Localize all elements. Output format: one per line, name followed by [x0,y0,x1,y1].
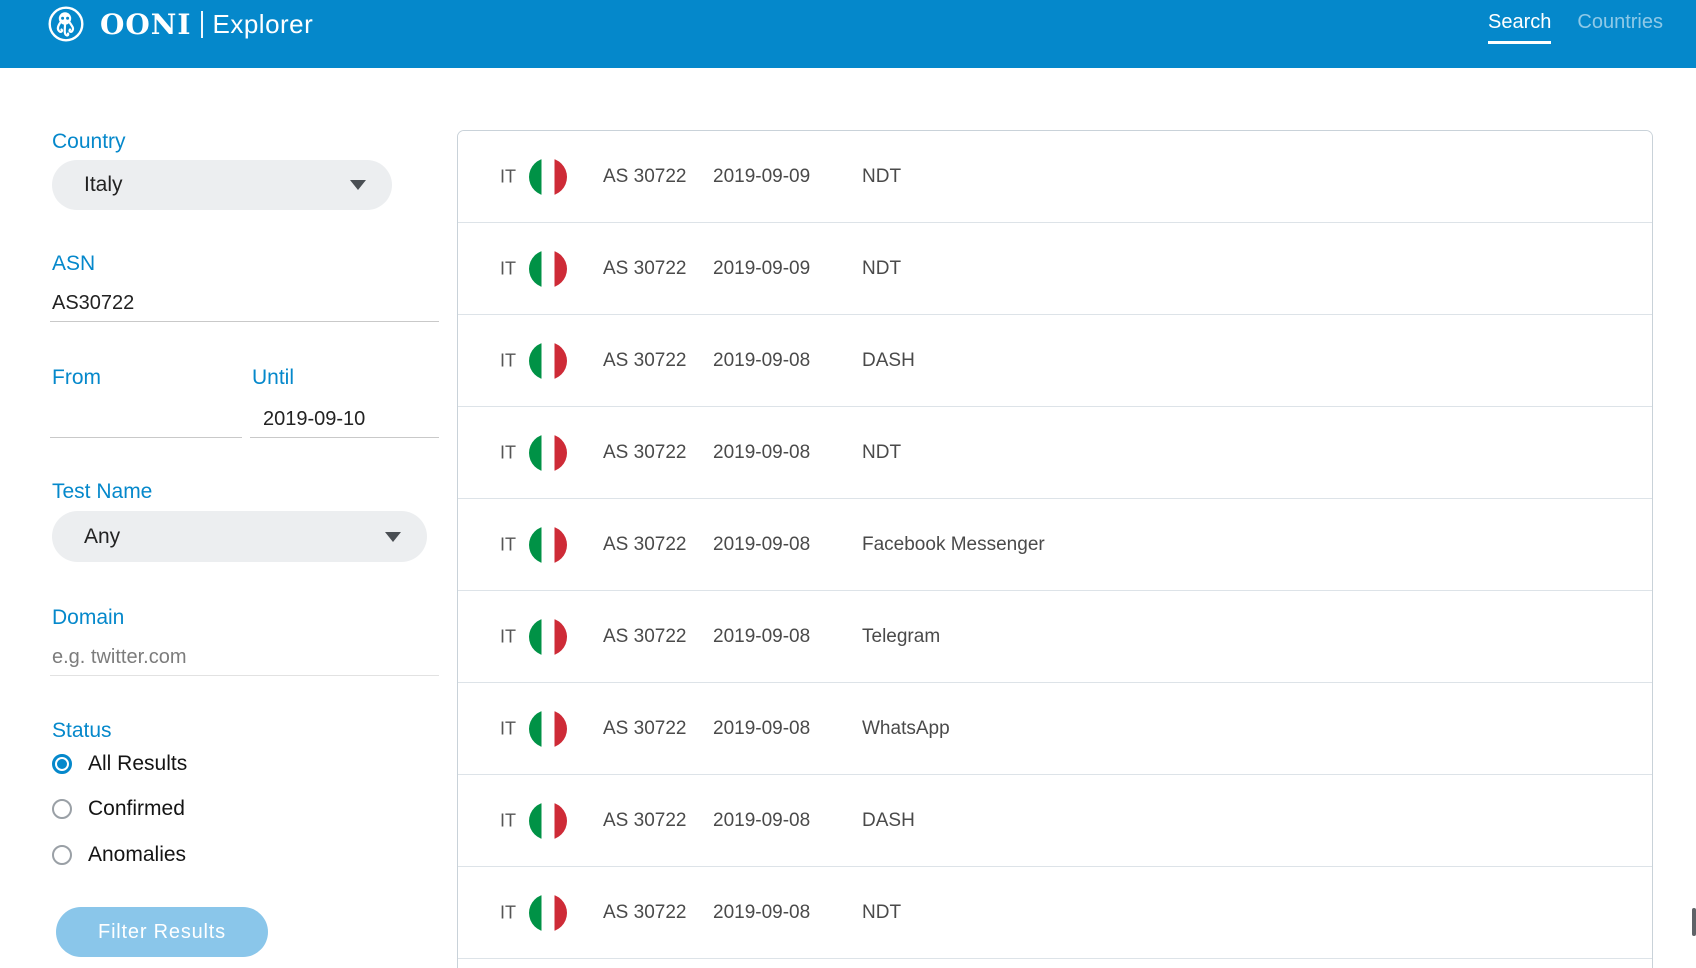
status-label: Status [52,719,112,742]
chevron-down-icon [385,531,401,542]
radio-icon [52,799,72,819]
country-label: Country [52,130,126,153]
test-name-select-value: Any [84,524,121,548]
country-select[interactable]: Italy [52,160,392,210]
country-select-value: Italy [84,173,123,196]
main-nav: Search Countries [1488,5,1663,44]
status-radio-confirmed[interactable]: Confirmed [52,797,185,821]
measurement-date: 2019-09-08 [713,717,811,739]
chevron-down-icon [350,180,366,190]
radio-icon [52,845,72,865]
country-code: IT [500,810,516,830]
italy-flag-icon [529,525,567,564]
filter-results-button[interactable]: Filter Results [56,907,268,957]
italy-flag-icon [529,249,567,288]
country-code: IT [500,350,516,370]
measurement-date: 2019-09-08 [713,533,811,555]
result-row[interactable]: IT AS 30722 2019-09-08 NDT [458,867,1652,959]
result-row[interactable]: IT AS 30722 2019-09-09 NDT [458,223,1652,315]
from-label: From [52,366,101,389]
radio-icon [52,754,72,774]
italy-flag-icon [529,341,567,380]
asn-value: AS 30722 [603,257,687,279]
country-code: IT [500,626,516,646]
measurement-date: 2019-09-08 [713,901,811,923]
scrollbar-thumb[interactable] [1692,908,1696,936]
domain-label: Domain [52,606,125,629]
country-code: IT [500,442,516,462]
asn-input[interactable] [50,286,439,322]
test-name-label: Test Name [52,480,153,503]
brand-home-link[interactable]: OONI Explorer [48,6,313,42]
asn-value: AS 30722 [603,533,687,555]
measurement-date: 2019-09-09 [713,165,811,187]
test-name-value: DASH [862,349,915,371]
measurement-date: 2019-09-08 [713,809,811,831]
italy-flag-icon [529,801,567,840]
country-code: IT [500,258,516,278]
asn-value: AS 30722 [603,165,687,187]
italy-flag-icon [529,617,567,656]
country-code: IT [500,718,516,738]
until-label: Until [252,366,295,389]
ooni-octopus-logo [48,6,84,42]
asn-value: AS 30722 [603,441,687,463]
result-row[interactable]: IT AS 30722 2019-09-08 DASH [458,315,1652,407]
result-row[interactable]: IT AS 30722 2019-09-08 Facebook Messenger [458,499,1652,591]
status-radio-anomalies[interactable]: Anomalies [52,843,186,867]
italy-flag-icon [529,433,567,472]
status-radio-all-results[interactable]: All Results [52,752,187,776]
results-panel: IT AS 30722 2019-09-09 NDT IT AS 30722 2019-09… [457,130,1653,968]
measurement-date: 2019-09-08 [713,441,811,463]
brand-separator [201,10,204,38]
until-date-input[interactable] [250,402,439,438]
result-row[interactable]: IT AS 30722 2019-09-09 NDT [458,131,1652,223]
asn-value: AS 30722 [603,901,687,923]
country-code: IT [500,902,516,922]
asn-value: AS 30722 [603,349,687,371]
brand-name: OONI [100,7,192,41]
measurement-date: 2019-09-09 [713,257,811,279]
asn-value: AS 30722 [603,809,687,831]
nav-search[interactable]: Search [1488,11,1552,44]
italy-flag-icon [529,893,567,932]
result-row[interactable]: IT AS 30722 2019-09-08 NDT [458,407,1652,499]
from-date-input[interactable] [50,402,242,438]
result-row[interactable]: IT AS 30722 2019-09-08 DASH [458,775,1652,867]
asn-value: AS 30722 [603,717,687,739]
test-name-select[interactable]: Any [52,511,427,562]
test-name-value: Telegram [862,625,941,647]
test-name-value: NDT [862,257,902,279]
asn-value: AS 30722 [603,625,687,647]
country-code: IT [500,166,516,186]
app-header: OONI Explorer Search Countries [0,0,1696,68]
test-name-value: NDT [862,165,902,187]
measurement-date: 2019-09-08 [713,625,811,647]
test-name-value: NDT [862,901,902,923]
test-name-value: DASH [862,809,915,831]
measurement-date: 2019-09-08 [713,349,811,371]
domain-input[interactable] [50,640,439,676]
italy-flag-icon [529,709,567,748]
italy-flag-icon [529,157,567,196]
test-name-value: Facebook Messenger [862,533,1045,555]
results-list: IT AS 30722 2019-09-09 NDT IT AS 30722 2019-09… [458,131,1652,959]
result-row[interactable]: IT AS 30722 2019-09-08 Telegram [458,591,1652,683]
result-row[interactable]: IT AS 30722 2019-09-08 WhatsApp [458,683,1652,775]
asn-label: ASN [52,252,96,275]
brand-product: Explorer [212,8,314,39]
country-code: IT [500,534,516,554]
test-name-value: NDT [862,441,902,463]
test-name-value: WhatsApp [862,717,950,739]
nav-countries[interactable]: Countries [1577,10,1663,33]
